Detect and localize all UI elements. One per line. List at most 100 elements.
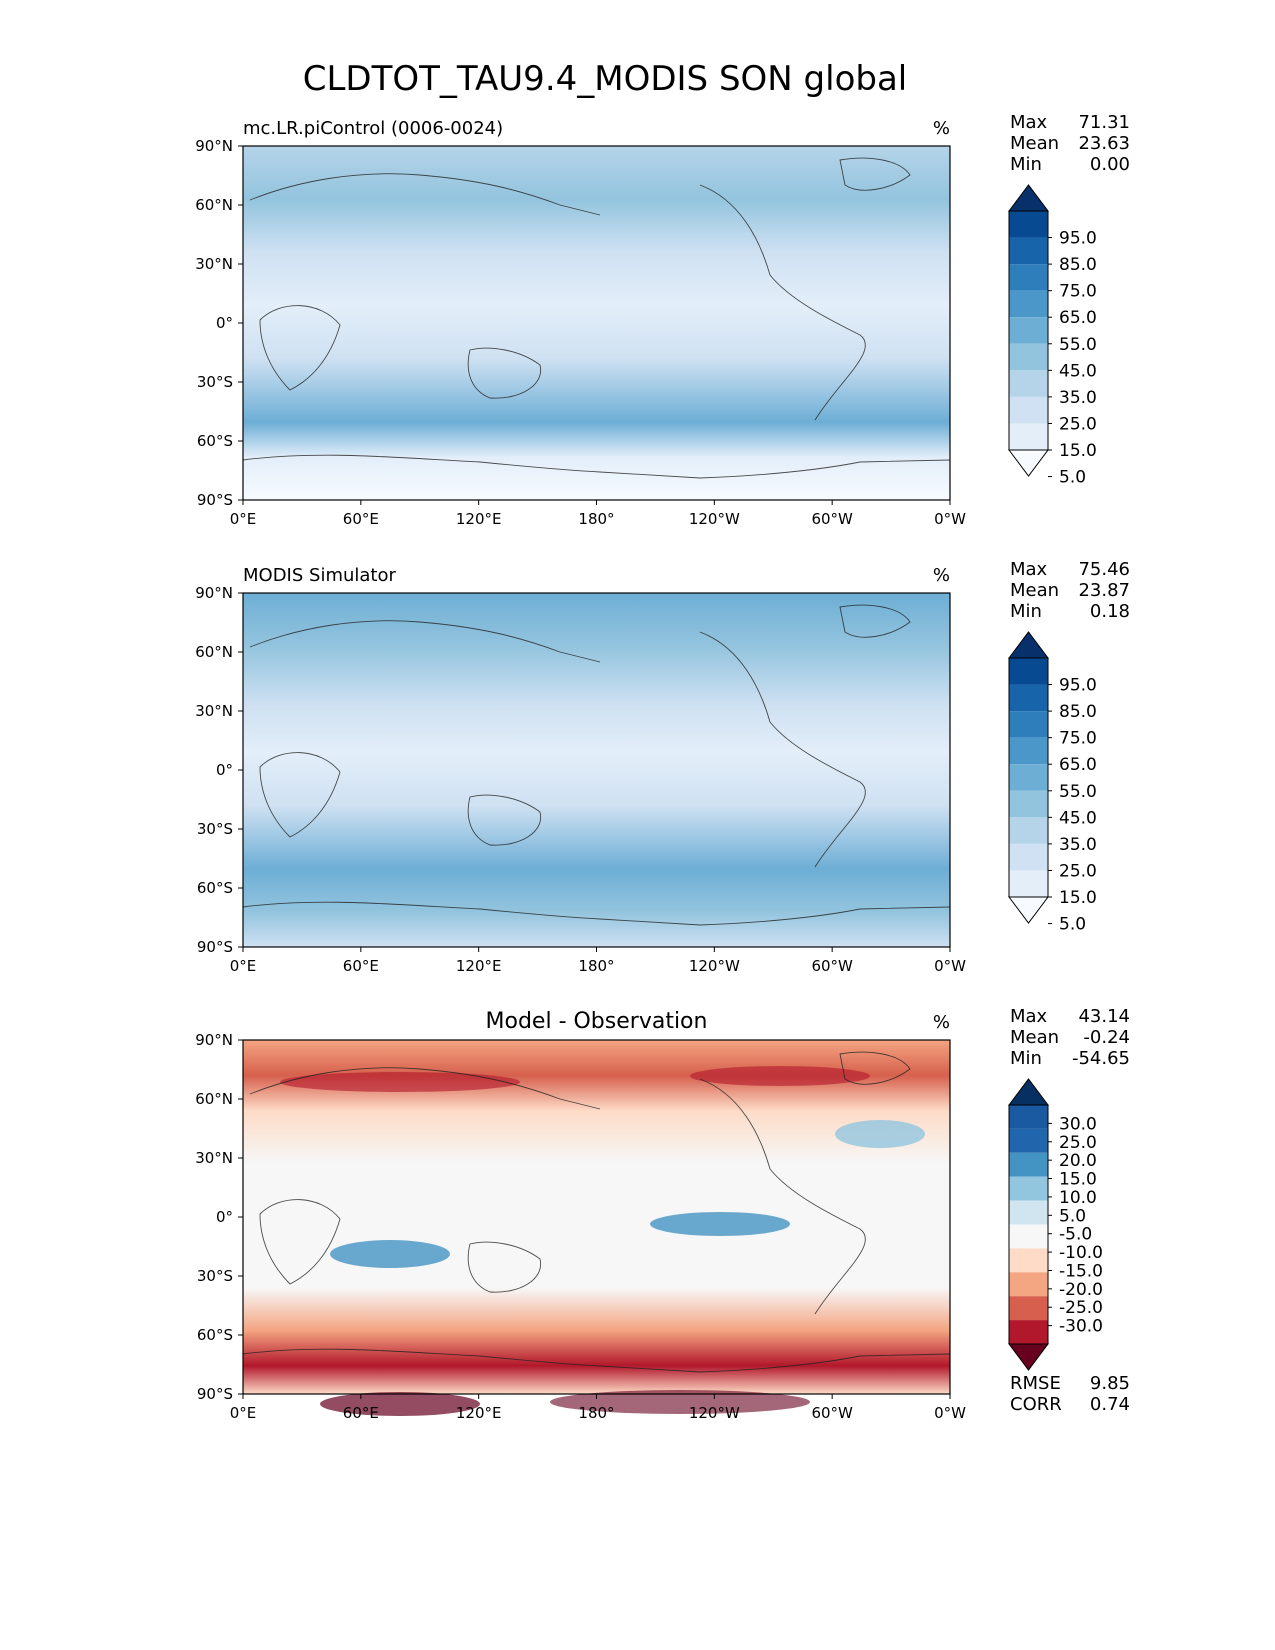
stat-value: 0.18 [1090,601,1130,622]
x-tick-label: 0°E [230,1404,257,1422]
map-field [243,146,950,500]
x-tick-label: 180° [578,957,614,975]
x-tick-label: 0°W [934,1404,966,1422]
y-tick-label: 60°S [197,432,233,450]
anomaly-blobs [280,1066,925,1416]
panel-2: MODIS Simulator % 0°E 60°E 120°E 180° 120°W 60°… [195,559,1130,975]
colorbar-swatch [1009,1200,1048,1225]
colorbar-swatch [1009,658,1048,685]
colorbar-tick-label: 25.0 [1059,414,1097,434]
colorbar-swatch [1009,737,1048,765]
y-tick-label: 30°N [195,1149,233,1167]
colorbar-swatch [1009,1272,1048,1297]
y-tick-label: 30°N [195,702,233,720]
y-tick-label: 30°S [197,373,233,391]
stat-label: Min [1010,154,1042,175]
y-tick-label: 90°S [197,938,233,956]
colorbar-swatch [1009,1248,1048,1273]
colorbar-tick-label: -20.0 [1059,1280,1103,1300]
colorbar-swatch [1009,817,1048,844]
colorbar-tick-label: 85.0 [1059,702,1097,722]
x-tick-label: 120°E [456,510,502,528]
coastline-overlay [242,157,951,479]
y-tick-label: 30°S [197,820,233,838]
colorbar-outline [1008,657,1049,898]
coastline-overlay [242,604,951,926]
stat-value: 71.31 [1078,112,1130,133]
coastline-overlay [242,1051,951,1373]
panel-3: Model - Observation % 0°E 60°E 120°E 180° 120°… [195,1006,1130,1422]
stat-value: -54.65 [1072,1048,1130,1069]
x-tick-label: 120°E [456,957,502,975]
stat-label: Mean [1010,580,1059,601]
x-tick-label: 120°W [689,510,740,528]
colorbar-tick-label: 95.0 [1059,676,1097,696]
colorbar-tick-label: -10.0 [1059,1243,1103,1263]
colorbar-tick-label: 5.0 [1059,468,1086,488]
stat-label: Min [1010,1048,1042,1069]
stat-label: Max [1010,1006,1048,1027]
x-tick-label: 120°W [689,957,740,975]
colorbar-swatch [1009,843,1048,871]
stat-label: Max [1010,559,1048,580]
y-tick-label: 90°S [197,1385,233,1403]
stat-label: Max [1010,112,1048,133]
colorbar-swatch [1009,1224,1048,1249]
colorbar-tick-label: 25.0 [1059,861,1097,881]
y-tick-label: 30°S [197,1267,233,1285]
x-tick-label: 60°W [811,510,853,528]
colorbar-swatch [1009,711,1048,738]
colorbar-tick-label: 30.0 [1059,1114,1097,1134]
units-label: % [933,118,950,139]
map-field [243,593,950,947]
colorbar-swatch [1009,1128,1048,1153]
colorbar-outline [1008,1104,1049,1345]
stat-label: Min [1010,601,1042,622]
colorbar-tick-label: 65.0 [1059,308,1097,328]
panel-title: MODIS Simulator [243,565,396,586]
colorbar-swatch [1009,1105,1048,1129]
colorbar-tick-label: -5.0 [1059,1225,1092,1245]
panel-1: mc.LR.piControl (0006-0024) % 0°E 60°E 120°E… [195,112,1130,528]
colorbar-tick-label: 20.0 [1059,1151,1097,1171]
colorbar-tick-label: 95.0 [1059,229,1097,249]
x-tick-label: 180° [578,1404,614,1422]
stat-label: Mean [1010,1027,1059,1048]
units-label: % [933,565,950,586]
x-tick-label: 0°E [230,957,257,975]
colorbar-tick-label: 25.0 [1059,1133,1097,1153]
stat-value: 43.14 [1078,1006,1130,1027]
y-tick-label: 60°N [195,1090,233,1108]
colorbar-swatch [1009,1176,1048,1201]
colorbar-extend-min [1008,1343,1049,1371]
stat-value: 23.63 [1078,133,1130,154]
colorbar-swatch [1009,396,1048,424]
colorbar-tick-label: 75.0 [1059,729,1097,749]
stat-value: -0.24 [1083,1027,1130,1048]
y-tick-label: 60°S [197,1326,233,1344]
x-tick-label: 180° [578,510,614,528]
x-tick-label: 60°E [343,1404,379,1422]
colorbar-tick-label: 10.0 [1059,1188,1097,1208]
colorbar-tick-label: 65.0 [1059,755,1097,775]
colorbar-extend-min [1008,449,1049,477]
y-tick-label: 30°N [195,255,233,273]
colorbar-swatch [1009,423,1048,450]
colorbar-swatch [1009,790,1048,818]
y-tick-label: 0° [216,761,233,779]
colorbar: 30.025.020.015.010.05.0-5.0-10.0-15.0-20… [1008,1078,1103,1371]
colorbar-extend-max [1008,184,1049,212]
colorbar-swatch [1009,1152,1048,1177]
colorbar-swatch [1009,290,1048,318]
colorbar-swatch [1009,370,1048,397]
y-tick-label: 60°N [195,196,233,214]
colorbar-tick-label: 5.0 [1059,915,1086,935]
colorbar-extend-max [1008,1078,1049,1106]
x-tick-label: 60°E [343,510,379,528]
colorbar-swatch [1009,1296,1048,1321]
x-tick-label: 0°E [230,510,257,528]
panel-title: mc.LR.piControl (0006-0024) [243,118,503,139]
x-tick-label: 0°W [934,957,966,975]
y-tick-label: 0° [216,1208,233,1226]
